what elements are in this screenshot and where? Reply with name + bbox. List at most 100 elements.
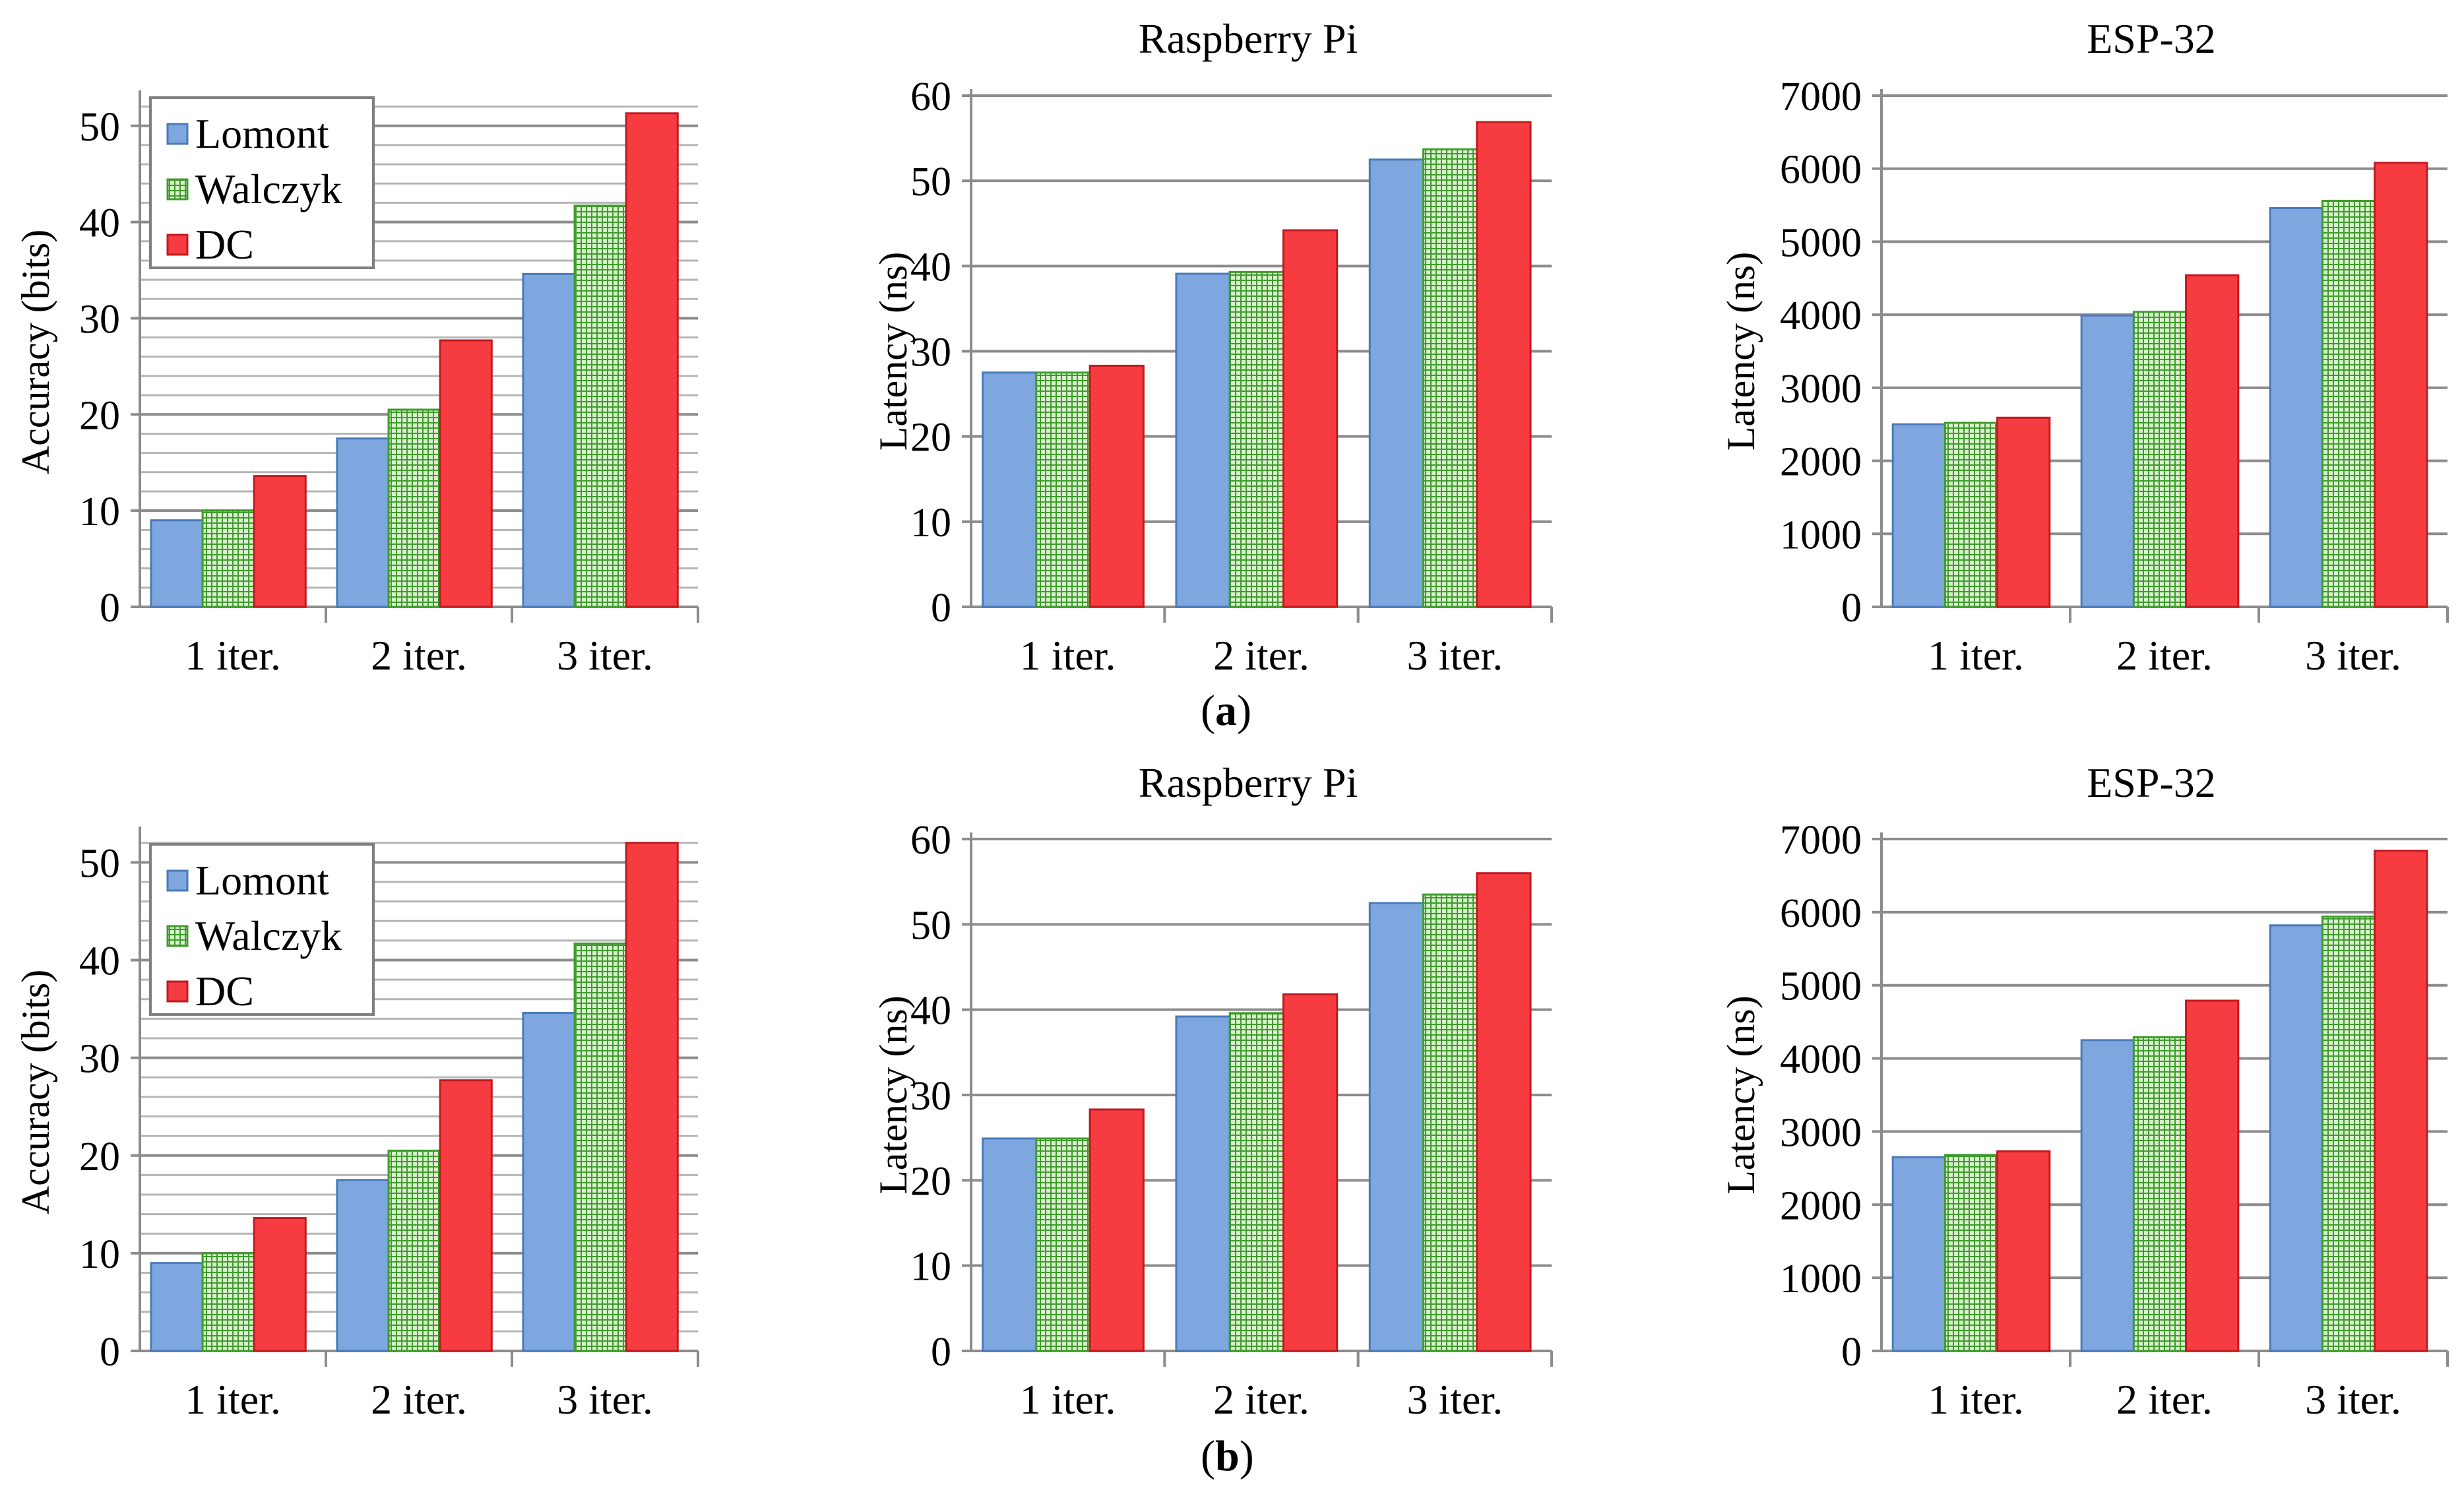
bar-lomont-3-iter [2269,924,2323,1352]
bar-dc-2-iter [439,339,493,608]
bar-dc-1-iter [253,475,307,608]
bar-dc-1-iter [1996,416,2051,608]
chart-a-accuracy: 0 10 20 30 40 50 1 iter. 2 iter. 3 iter. Accuracy… [14,90,699,679]
legend: Lomont Walczyk DC [149,96,375,269]
bar-walczyk-1-iter [1035,1137,1091,1352]
bar-walczyk-2-iter [2132,1036,2188,1352]
x-tick-label: 2 iter. [1213,1376,1310,1423]
y-tick-label: 50 [79,841,120,886]
bar-walczyk-1-iter [1035,371,1091,608]
bar-walczyk-3-iter [573,204,627,608]
bar-lomont-2-iter [1175,272,1231,608]
bar-dc-3-iter [2374,850,2428,1352]
x-tick-label: 3 iter. [1406,632,1503,679]
legend: Lomont Walczyk DC [149,843,375,1016]
bar-dc-3-iter [625,112,679,608]
y-tick-label: 40 [910,245,951,290]
bar-walczyk-2-iter [2132,311,2188,608]
legend-swatch-lomont [166,869,189,892]
legend-swatch-walczyk [166,925,189,947]
y-tick-label: 4000 [1780,1038,1862,1082]
chart-b-raspberry: 0 10 20 30 40 50 60 1 iter. 2 iter. 3 iter. Latenc… [871,759,1553,1423]
bar-walczyk-2-iter [1228,270,1284,608]
chart-title: ESP-32 [2087,15,2216,62]
y-tick-label: 2000 [1780,1183,1862,1228]
bar-dc-2-iter [439,1079,493,1352]
bar-lomont-1-iter [150,519,204,608]
legend-label-lomont: Lomont [195,110,329,157]
bar-walczyk-1-iter [1943,422,1999,608]
bar-dc-1-iter [253,1217,307,1352]
caption-b-letter: b [1215,1432,1240,1480]
y-tick-label: 20 [910,416,951,460]
bar-dc-3-iter [1476,872,1532,1352]
y-tick-label: 2000 [1780,440,1862,485]
bar-dc-3-iter [1476,121,1532,608]
bar-walczyk-3-iter [2321,199,2376,608]
y-tick-label: 60 [910,818,951,863]
y-tick-label: 5000 [1780,220,1862,265]
bar-lomont-3-iter [1368,902,1425,1352]
y-tick-label: 30 [79,1037,120,1082]
bar-dc-2-iter [2185,999,2240,1352]
y-tick-label: 10 [79,1232,120,1277]
y-tick-label: 4000 [1780,294,1862,338]
bar-lomont-1-iter [982,1137,1038,1352]
legend-swatch-lomont [166,123,189,145]
y-tick-label: 40 [79,201,120,246]
x-tick-label: 2 iter. [1213,632,1310,679]
caption-a-letter: a [1215,687,1237,735]
y-tick-label: 10 [79,489,120,534]
y-tick-label: 3000 [1780,367,1862,412]
x-tick-label: 1 iter. [1928,632,2024,679]
bar-lomont-2-iter [1175,1015,1231,1352]
y-tick-label: 6000 [1780,148,1862,193]
y-axis-label: Accuracy (bits) [14,230,57,474]
y-tick-label: 30 [79,297,120,342]
bar-walczyk-2-iter [1228,1012,1284,1352]
y-tick-label: 3000 [1780,1110,1862,1155]
legend-label-walczyk: Walczyk [195,912,342,959]
bar-dc-3-iter [2374,162,2428,608]
caption-b: (b) [1201,1432,1254,1480]
y-axis-label: Accuracy (bits) [14,970,57,1214]
y-axis-label: Latency (ns) [871,995,915,1195]
y-tick-label: 20 [910,1159,951,1204]
x-tick-label: 1 iter. [185,1376,281,1423]
chart-a-esp32: 0 1000 2000 3000 4000 5000 6000 7000 1 iter. 2 it… [1719,15,2449,679]
x-tick-label: 2 iter. [371,632,467,679]
legend-label-dc: DC [195,968,254,1015]
x-tick-label: 3 iter. [557,1376,653,1423]
y-tick-label: 1000 [1780,513,1862,557]
chart-title: Raspberry Pi [1139,15,1358,62]
chart-title: Raspberry Pi [1139,759,1358,806]
y-tick-label: 20 [79,393,120,438]
bar-dc-2-iter [1282,993,1339,1352]
y-tick-label: 1000 [1780,1257,1862,1301]
y-axis-label: Latency (ns) [1719,995,1763,1195]
bar-lomont-1-iter [982,371,1038,608]
bar-lomont-2-iter [2080,314,2135,608]
bar-lomont-2-iter [2080,1039,2135,1352]
bar-lomont-3-iter [522,1012,576,1352]
legend-swatch-dc [166,234,189,256]
y-tick-label: 0 [1841,586,1862,631]
y-tick-label: 6000 [1780,891,1862,936]
x-tick-label: 3 iter. [2305,632,2401,679]
chart-title: ESP-32 [2087,759,2216,806]
y-axis-label: Latency (ns) [1719,252,1763,451]
bar-lomont-3-iter [1368,158,1425,608]
y-tick-label: 5000 [1780,964,1862,1009]
x-tick-label: 2 iter. [2116,1376,2213,1423]
legend-label-walczyk: Walczyk [195,166,342,212]
y-tick-label: 30 [910,1074,951,1119]
y-tick-label: 30 [910,330,951,375]
bar-lomont-1-iter [1891,423,1946,608]
y-tick-label: 7000 [1780,818,1862,863]
y-tick-label: 0 [931,1330,951,1375]
bar-walczyk-3-iter [1422,148,1478,608]
x-tick-label: 3 iter. [2305,1376,2401,1423]
chart-a-raspberry: 0 10 20 30 40 50 60 1 iter. 2 iter. 3 iter. Latenc… [871,15,1553,679]
x-tick-label: 2 iter. [371,1376,467,1423]
